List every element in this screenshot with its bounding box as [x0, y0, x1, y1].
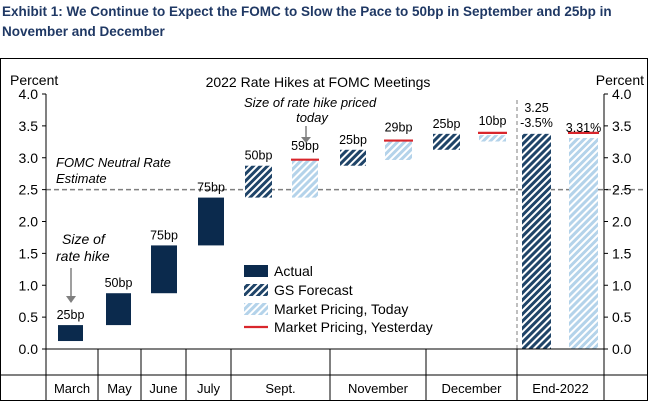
bar-data-label: 25bp: [433, 117, 461, 131]
x-category-label: May: [107, 381, 132, 396]
bar-data-label: -3.5%: [520, 116, 553, 130]
bar-gs-sept: [245, 165, 272, 198]
bar-data-label: 29bp: [385, 120, 413, 134]
x-category-label: November: [348, 381, 409, 396]
bar-actual-july: [198, 197, 224, 246]
hike-size-annotation: rate hike: [56, 248, 110, 264]
y-tick-label-right: 3.5: [612, 118, 632, 134]
bar-actual-may: [106, 293, 131, 326]
legend-swatch-gs: [244, 284, 268, 296]
chart-border: [0, 58, 648, 401]
legend-label: Market Pricing, Yesterday: [274, 319, 433, 335]
y-tick-label-right: 0.0: [612, 341, 632, 357]
bar-data-label: 59bp: [291, 139, 319, 153]
x-category-label: Sept.: [265, 381, 295, 396]
x-category-label: July: [197, 381, 221, 396]
y-tick-label-right: 0.5: [612, 309, 632, 325]
y-tick-label-left: 4.0: [19, 86, 39, 102]
legend-label: Actual: [274, 263, 313, 279]
y-tick-label-left: 2.0: [19, 214, 39, 230]
bar-data-label: 3.31%: [566, 121, 601, 135]
bar-data-label: 50bp: [105, 276, 133, 290]
bar-gs-december: [433, 133, 460, 150]
bar-data-label: 3.25: [524, 101, 548, 115]
hike-size-annotation: Size of: [62, 231, 107, 247]
bar-today-december: [479, 135, 506, 142]
bar-actual-march: [58, 325, 83, 342]
bar-data-label: 25bp: [57, 308, 85, 322]
y-tick-label-left: 3.0: [19, 150, 39, 166]
y-tick-label-right: 2.5: [612, 182, 632, 198]
bar-data-label: 50bp: [245, 149, 273, 163]
neutral-rate-label: Estimate: [56, 171, 107, 186]
y-tick-label-right: 4.0: [612, 86, 632, 102]
y-tick-label-right: 1.5: [612, 245, 632, 261]
x-category-label: June: [149, 381, 177, 396]
y-axis-label-left: Percent: [10, 72, 58, 88]
y-tick-label-right: 1.0: [612, 277, 632, 293]
y-tick-label-left: 1.0: [19, 277, 39, 293]
y-tick-label-left: 1.5: [19, 245, 39, 261]
x-category-label: End-2022: [532, 381, 588, 396]
bar-today-november: [385, 141, 412, 160]
legend-swatch-actual: [244, 265, 268, 277]
neutral-rate-label: FOMC Neutral Rate: [56, 155, 171, 170]
legend-label: GS Forecast: [274, 282, 353, 298]
legend-swatch-today: [244, 303, 268, 315]
y-axis-label-right: Percent: [596, 72, 644, 88]
y-tick-label-left: 0.0: [19, 341, 39, 357]
y-tick-label-right: 3.0: [612, 150, 632, 166]
x-category-label: December: [442, 381, 503, 396]
x-category-label: March: [54, 381, 90, 396]
exhibit-title: Exhibit 1: We Continue to Expect the FOM…: [2, 4, 612, 39]
chart-title: 2022 Rate Hikes at FOMC Meetings: [206, 74, 431, 90]
priced-annotation: today: [296, 110, 329, 125]
y-tick-label-left: 3.5: [19, 118, 39, 134]
bar-data-label: 75bp: [197, 181, 225, 195]
priced-annotation: Size of rate hike priced: [244, 95, 377, 110]
bar-actual-june: [151, 245, 177, 294]
priced-arrowhead: [301, 137, 311, 143]
bar-data-label: 10bp: [479, 114, 507, 128]
y-tick-label-right: 2.0: [612, 214, 632, 230]
bar-data-label: 75bp: [150, 228, 178, 242]
hike-size-arrowhead: [66, 296, 76, 303]
bar-today-end-2022: [569, 137, 598, 349]
y-tick-label-left: 0.5: [19, 309, 39, 325]
y-tick-label-left: 2.5: [19, 182, 39, 198]
legend-label: Market Pricing, Today: [274, 301, 408, 317]
bar-gs-end-2022: [522, 133, 551, 349]
bar-today-sept: [292, 159, 318, 198]
bar-gs-november: [340, 149, 366, 166]
bar-data-label: 25bp: [339, 133, 367, 147]
